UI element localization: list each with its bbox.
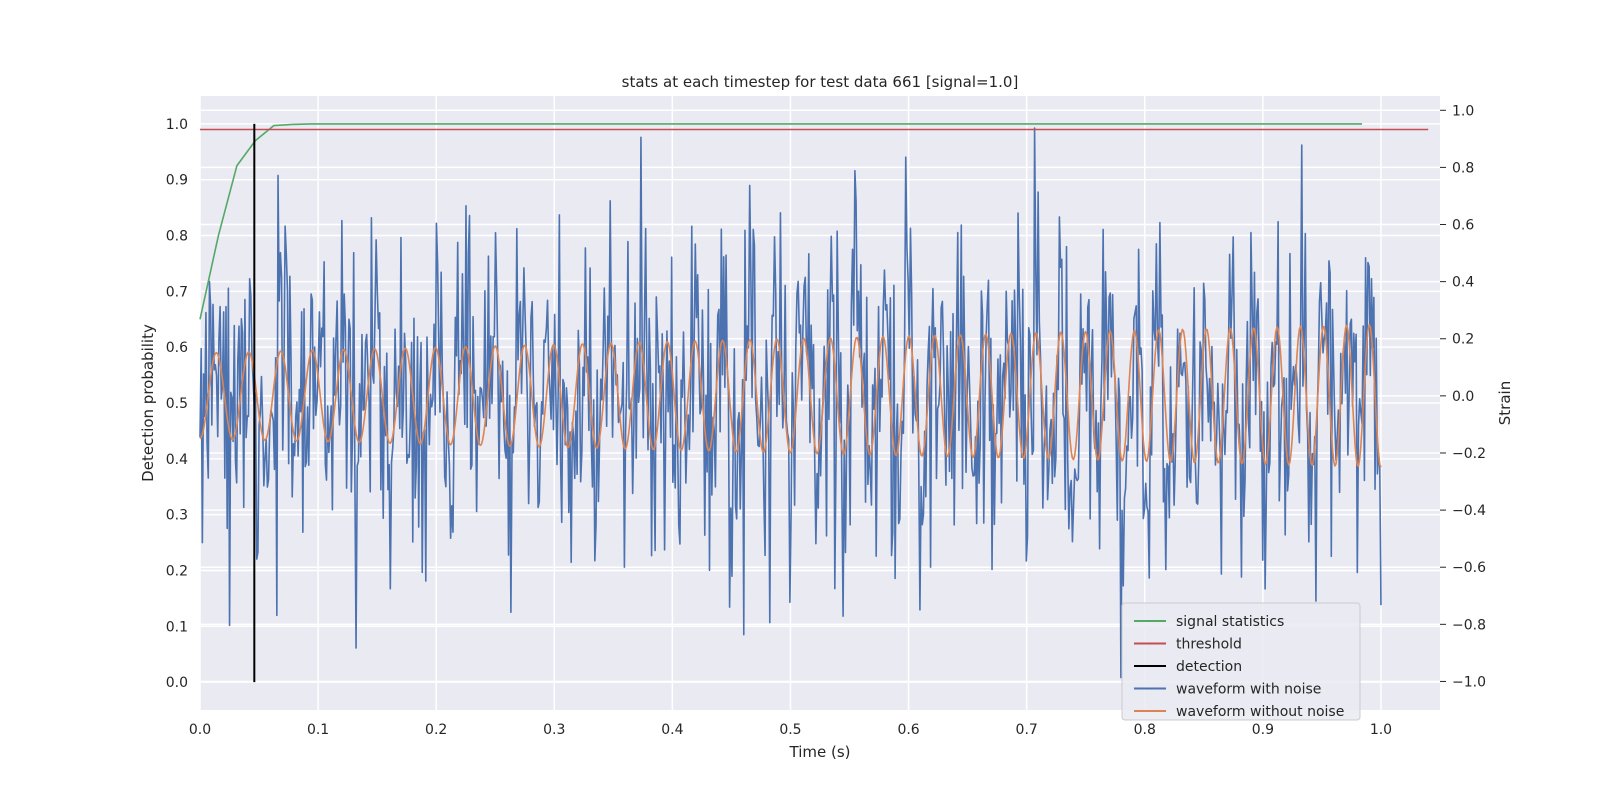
x-tick-label: 0.0 [189,722,211,738]
y2-tick-label: 1.0 [1452,103,1474,119]
chart-title: stats at each timestep for test data 661… [622,73,1019,91]
y-tick-label: 0.7 [166,284,188,300]
y2-tick-label: 0.2 [1452,332,1474,348]
x-tick-label: 0.2 [425,722,447,738]
y-tick-label: 0.3 [166,508,188,524]
legend-label: threshold [1176,637,1242,653]
series-layer [199,123,1429,683]
x-tick-label: 0.1 [307,722,329,738]
series-signal-statistics [199,123,1363,320]
x-tick-label: 0.8 [1134,722,1156,738]
y-tick-label: 0.6 [166,340,188,356]
y-tick-label: 0.8 [166,229,188,245]
y2-ticks: −1.0 −0.8 −0.6 −0.4 −0.2 0.0 0.2 0.4 0.6 0.8 1.0 [1440,103,1486,690]
legend: signal statistics threshold detection wavef… [1121,602,1361,721]
x-tick-label: 0.9 [1252,722,1274,738]
legend-label: waveform without noise [1176,704,1344,720]
y2-axis-label: Strain [1496,381,1514,425]
y-tick-label: 0.1 [166,619,188,635]
y-tick-label: 0.5 [166,396,188,412]
y-tick-label: 1.0 [166,117,188,133]
x-axis-label: Time (s) [789,743,851,761]
y-tick-label: 0.9 [166,173,188,189]
legend-box [1121,602,1361,721]
y-tick-label: 0.4 [166,452,188,468]
y2-tick-label: −0.6 [1452,560,1486,576]
x-tick-label: 0.3 [543,722,565,738]
legend-label: detection [1176,659,1242,675]
y-tick-label: 0.0 [166,675,188,691]
y-axis-label: Detection probability [139,324,157,482]
y-ticks: 0.0 0.1 0.2 0.3 0.4 0.5 0.6 0.7 0.8 0.9 1.0 [166,117,188,691]
series-waveform-without-noise [199,324,1382,468]
x-tick-label: 0.4 [661,722,683,738]
y2-tick-label: −0.8 [1452,617,1486,633]
y-tick-label: 0.2 [166,563,188,579]
x-tick-label: 1.0 [1370,722,1392,738]
y2-tick-label: 0.0 [1452,389,1474,405]
y2-tick-label: −0.4 [1452,503,1486,519]
legend-label: signal statistics [1176,614,1284,630]
x-tick-label: 0.7 [1016,722,1038,738]
legend-items: signal statistics threshold detection wavef… [1134,614,1344,720]
y2-tick-label: 0.4 [1452,275,1474,291]
x-tick-label: 0.6 [897,722,919,738]
legend-label: waveform with noise [1176,682,1321,698]
x-tick-label: 0.5 [779,722,801,738]
x-ticks: 0.0 0.1 0.2 0.3 0.4 0.5 0.6 0.7 0.8 0.9 1.0 [189,722,1392,738]
y2-tick-label: 0.6 [1452,218,1474,234]
y2-tick-label: −1.0 [1452,674,1486,690]
y2-tick-label: 0.8 [1452,160,1474,176]
y2-tick-label: −0.2 [1452,446,1486,462]
